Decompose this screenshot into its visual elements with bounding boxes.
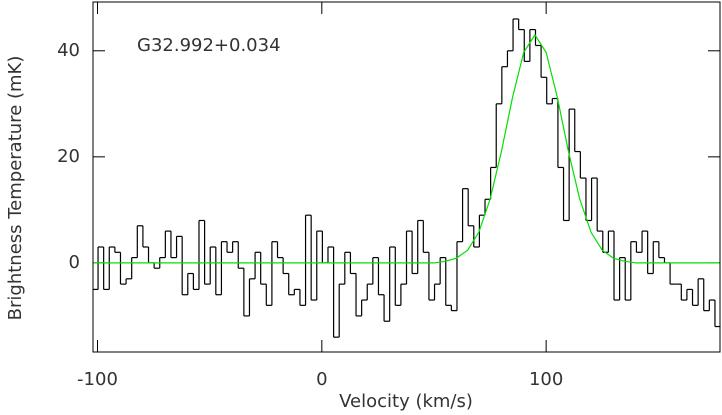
x-tick-label: 100 [529, 369, 563, 390]
plot-frame [92, 1, 721, 353]
y-tick-label: 0 [69, 252, 80, 273]
annotation: G32.992+0.034 [137, 35, 281, 56]
x-tick-label: 0 [316, 369, 327, 390]
y-axis-label: Brightness Temperature (mK) [5, 56, 26, 321]
y-tick-label: 40 [57, 40, 80, 61]
x-axis-label: Velocity (km/s) [339, 391, 473, 412]
x-tick-label: -100 [77, 369, 118, 390]
y-tick-label: 20 [57, 146, 80, 167]
fit-line [93, 33, 720, 264]
